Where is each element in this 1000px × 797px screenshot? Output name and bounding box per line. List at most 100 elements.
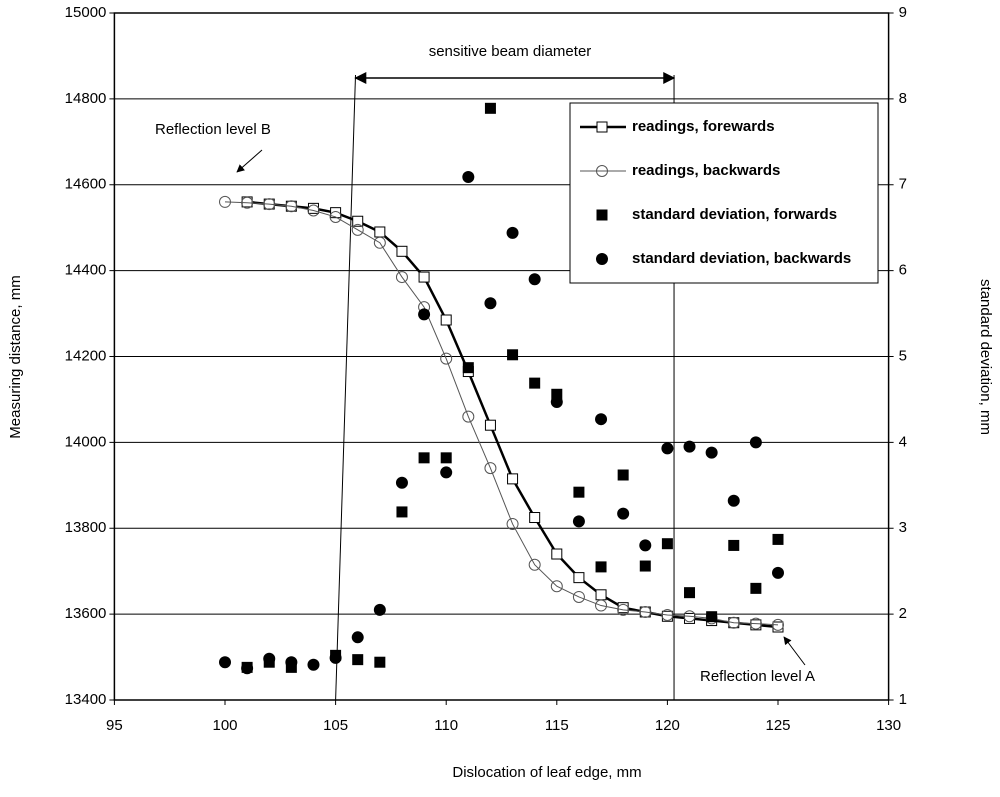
marker: [484, 419, 496, 431]
marker: [750, 582, 762, 594]
marker: [263, 652, 276, 665]
marker: [661, 538, 673, 550]
marker: [551, 388, 563, 400]
marker: [440, 466, 453, 479]
y-tick-label: 15000: [65, 4, 107, 21]
marker: [418, 308, 431, 321]
marker: [285, 200, 298, 213]
marker: [639, 560, 651, 572]
beam-line: [335, 74, 357, 701]
y-tick-label: 14800: [65, 90, 107, 107]
annotation-arrow: [236, 149, 263, 173]
marker: [727, 494, 740, 507]
marker: [241, 662, 254, 675]
x-tick-label: 130: [876, 717, 901, 734]
x-tick-label: 105: [323, 717, 348, 734]
y2-tick-label: 2: [899, 605, 907, 622]
marker: [352, 215, 364, 227]
marker: [749, 617, 762, 630]
annotation: sensitive beam diameter: [429, 43, 592, 60]
marker: [506, 517, 519, 530]
marker: [440, 314, 452, 326]
y-tick-label: 13600: [65, 605, 107, 622]
marker: [572, 590, 585, 603]
marker: [683, 610, 696, 623]
marker: [462, 410, 475, 423]
marker: [596, 253, 608, 265]
marker: [462, 362, 474, 374]
marker: [639, 539, 652, 552]
marker: [219, 195, 231, 208]
y-tick-label: 14000: [65, 433, 107, 450]
y2-tick-label: 5: [899, 347, 907, 364]
marker: [596, 165, 608, 177]
annotation: Reflection level B: [155, 121, 271, 138]
marker: [330, 207, 342, 219]
marker: [529, 377, 541, 389]
marker: [373, 236, 386, 249]
y-tick-label: 14400: [65, 262, 107, 279]
marker: [728, 539, 740, 551]
marker: [263, 198, 276, 211]
marker: [595, 599, 608, 612]
marker: [396, 506, 408, 518]
x-tick-label: 115: [545, 717, 569, 734]
marker: [440, 352, 453, 365]
marker: [617, 469, 629, 481]
marker: [772, 533, 784, 545]
marker: [550, 396, 563, 409]
x-tick-label: 120: [655, 717, 680, 734]
plot-frame: [113, 12, 890, 701]
marker: [528, 273, 541, 286]
marker: [595, 561, 607, 573]
y2-tick-label: 3: [899, 519, 907, 536]
marker: [572, 515, 585, 528]
y2-tick-label: 1: [899, 691, 907, 708]
marker: [639, 605, 652, 618]
y2-tick-label: 4: [899, 433, 907, 450]
marker: [595, 413, 608, 426]
marker: [307, 658, 320, 671]
marker: [528, 558, 541, 571]
x-tick-label: 100: [212, 717, 237, 734]
y-tick-label: 13400: [65, 691, 107, 708]
y2-axis-label: standard deviation, mm: [977, 279, 994, 435]
annotation: Reflection level A: [700, 668, 815, 685]
y-tick-label: 14200: [65, 347, 107, 364]
legend-box: [569, 102, 879, 284]
marker: [661, 608, 674, 621]
legend-label: readings, backwards: [632, 162, 780, 179]
marker: [749, 436, 762, 449]
marker: [329, 651, 342, 664]
legend-label: standard deviation, backwards: [632, 250, 851, 267]
marker: [507, 349, 519, 361]
marker: [705, 446, 718, 459]
series-line: [224, 201, 779, 626]
y-axis-label: Measuring distance, mm: [7, 275, 24, 438]
marker: [418, 271, 430, 283]
marker: [307, 204, 320, 217]
marker: [573, 486, 585, 498]
y2-tick-label: 8: [899, 90, 907, 107]
marker: [551, 548, 563, 560]
y-tick-label: 14600: [65, 176, 107, 193]
x-tick-label: 95: [106, 717, 123, 734]
marker: [484, 102, 496, 114]
x-axis-label: Dislocation of leaf edge, mm: [452, 764, 641, 781]
marker: [241, 196, 254, 209]
marker: [352, 654, 364, 666]
marker: [462, 171, 475, 184]
marker: [440, 452, 452, 464]
marker: [373, 603, 386, 616]
y2-tick-label: 6: [899, 262, 907, 279]
marker: [506, 226, 519, 239]
marker: [727, 616, 740, 629]
marker: [617, 507, 630, 520]
marker: [661, 442, 674, 455]
legend-label: readings, forewards: [632, 118, 775, 135]
marker: [351, 223, 364, 236]
marker: [329, 210, 342, 223]
marker: [351, 631, 364, 644]
marker: [395, 271, 408, 284]
